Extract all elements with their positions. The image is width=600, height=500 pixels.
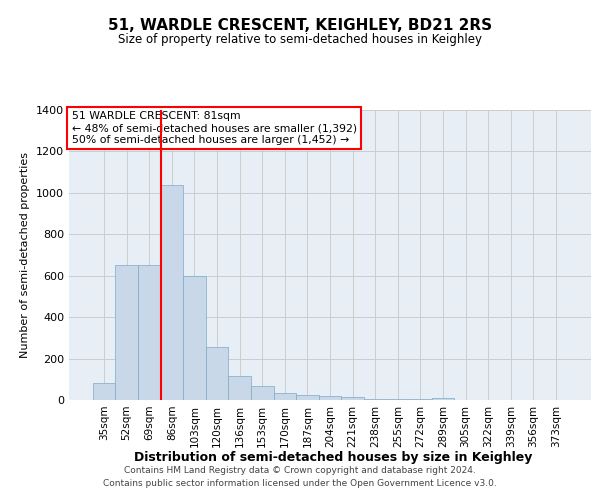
Bar <box>183 276 206 400</box>
Text: Contains HM Land Registry data © Crown copyright and database right 2024.
Contai: Contains HM Land Registry data © Crown c… <box>103 466 497 487</box>
Bar <box>341 397 364 400</box>
Bar <box>319 396 341 400</box>
Bar <box>296 395 319 400</box>
Y-axis label: Number of semi-detached properties: Number of semi-detached properties <box>20 152 31 358</box>
Text: Distribution of semi-detached houses by size in Keighley: Distribution of semi-detached houses by … <box>134 451 532 464</box>
Bar <box>93 384 115 400</box>
Text: 51, WARDLE CRESCENT, KEIGHLEY, BD21 2RS: 51, WARDLE CRESCENT, KEIGHLEY, BD21 2RS <box>108 18 492 32</box>
Bar <box>364 399 386 400</box>
Bar <box>115 266 138 400</box>
Bar <box>251 386 274 400</box>
Bar <box>431 398 454 400</box>
Bar <box>206 347 229 400</box>
Bar <box>138 266 161 400</box>
Bar <box>274 393 296 400</box>
Text: 51 WARDLE CRESCENT: 81sqm
← 48% of semi-detached houses are smaller (1,392)
50% : 51 WARDLE CRESCENT: 81sqm ← 48% of semi-… <box>71 112 357 144</box>
Bar <box>161 184 183 400</box>
Text: Size of property relative to semi-detached houses in Keighley: Size of property relative to semi-detach… <box>118 32 482 46</box>
Bar <box>229 376 251 400</box>
